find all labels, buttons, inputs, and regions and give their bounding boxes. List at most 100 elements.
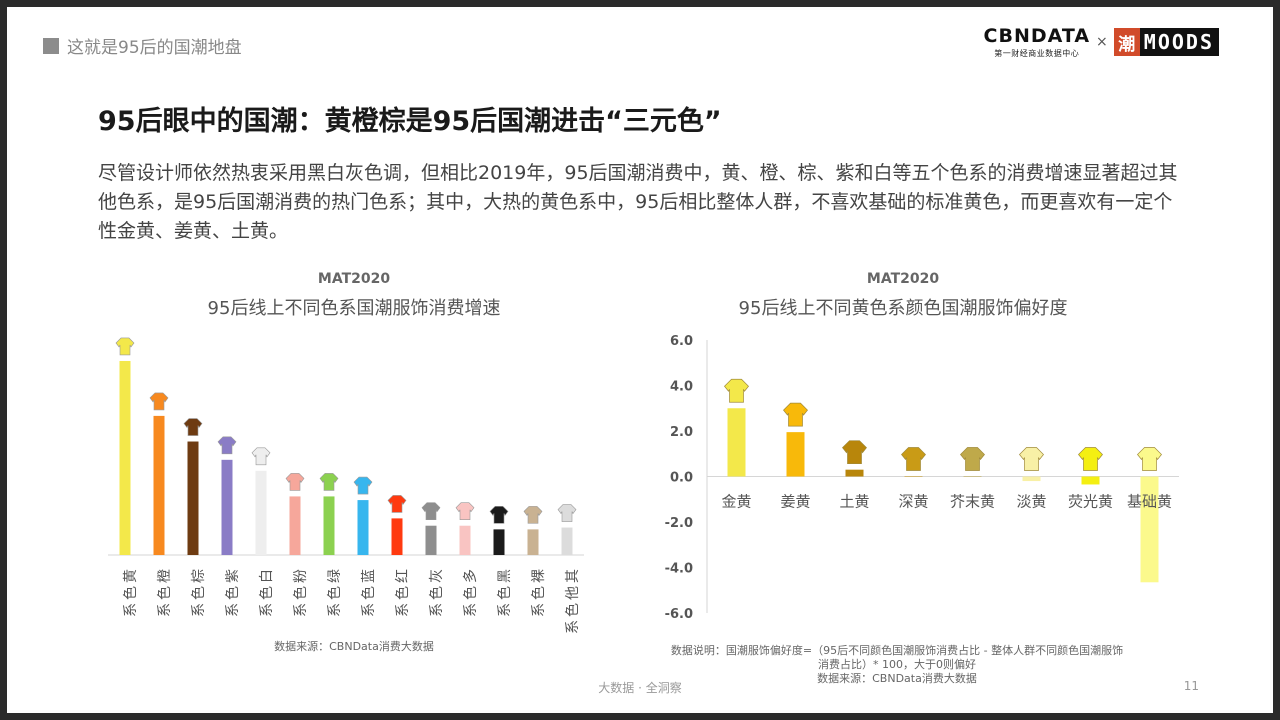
chart1-xtick-8: 红: [395, 569, 411, 583]
chart1-xtick-11: 黑: [497, 569, 513, 583]
chart1-xtick-6: 色: [326, 586, 343, 600]
chart2-title: 95后线上不同黄色系颜色国潮服饰偏好度: [739, 298, 1068, 319]
chart1-xtick-3: 紫: [225, 569, 241, 583]
chart1-bar-3: [221, 459, 233, 555]
tshirt-icon: [421, 502, 441, 521]
tshirt-icon: [901, 447, 926, 471]
tshirt-icon: [319, 473, 339, 491]
chart1-xtick-3: 系: [225, 603, 241, 617]
chart1-bar-1: [153, 415, 165, 555]
chart1-bar-7: [357, 500, 369, 555]
chart1-xtick-7: 蓝: [361, 569, 377, 583]
chart2-xtick-6: 荧光黄: [1068, 493, 1113, 511]
tshirt-icon: [115, 337, 135, 356]
tshirt-icon: [557, 504, 577, 522]
chart2-bar-2: [845, 469, 864, 477]
tshirt-icon: [251, 447, 271, 466]
chart1-xtick-6: 系: [327, 603, 343, 617]
brand-logo: CBNDATA 第一财经商业数据中心 × 潮 MOODS: [984, 25, 1219, 59]
chart2-bar-7: [1140, 476, 1159, 583]
charts-canvas: MAT202095后线上不同色系国潮服饰消费增速黄色系橙色系棕色系紫色系白色系粉…: [108, 271, 1179, 685]
chart1-xtick-5: 粉: [293, 569, 309, 583]
section-square-icon: [43, 37, 59, 54]
chart2-ytick-1: 4.0: [670, 380, 693, 395]
chart1-source: 数据来源：CBNData消费大数据: [274, 639, 434, 653]
tshirt-icon: [842, 440, 867, 465]
chart1-xtick-8: 系: [395, 603, 411, 617]
chart2-xtick-5: 淡黄: [1016, 493, 1046, 511]
chart1-bar-10: [459, 525, 471, 555]
tshirt-icon: [353, 476, 373, 495]
tshirt-icon: [149, 392, 169, 411]
chart1-xtick-12: 裸: [531, 569, 547, 583]
chart2-ytick-2: 2.0: [670, 425, 693, 440]
chart2-xtick-7: 基础黄: [1127, 493, 1172, 511]
chart2-bar-4: [963, 476, 982, 477]
chart1-title: 95后线上不同色系国潮服饰消费增速: [208, 298, 501, 319]
chart1-xtick-5: 系: [293, 603, 309, 617]
tshirt-icon: [1137, 447, 1162, 471]
chart1-xtick-4: 白: [259, 569, 275, 583]
chart2-xtick-3: 深黄: [898, 493, 928, 511]
chart1-xtick-13: 系: [565, 620, 581, 634]
chart1-xtick-10: 色: [462, 586, 479, 600]
footer-tagline: 大数据 · 全洞察: [598, 681, 682, 695]
chart1-xtick-0: 色: [122, 586, 139, 600]
chart2-ytick-4: -2.0: [665, 516, 693, 531]
chart2-bar-1: [786, 432, 805, 477]
chart2-note-line-1: 消费占比）* 100，大于0则偏好: [818, 657, 976, 671]
chart1-xtick-1: 色: [156, 586, 173, 600]
chart1-xtick-2: 棕: [191, 569, 207, 583]
chart1-xtick-1: 橙: [157, 569, 173, 583]
chart1-bar-5: [289, 496, 301, 555]
chart2-note-line-0: 数据说明：国潮服饰偏好度=（95后不同颜色国潮服饰消费占比 - 整体人群不同颜色…: [671, 643, 1123, 657]
chart1-xtick-7: 色: [360, 586, 377, 600]
chart1-xtick-10: 系: [463, 603, 479, 617]
tshirt-icon: [724, 378, 749, 403]
chart1-xtick-13: 他: [565, 586, 581, 600]
tshirt-icon: [1078, 447, 1103, 471]
chart1-xtick-8: 色: [394, 586, 411, 600]
page-number: 11: [1183, 679, 1199, 693]
chart1-xtick-7: 系: [361, 603, 377, 617]
chart2-ytick-6: -6.0: [665, 607, 693, 622]
section-header: 这就是95后的国潮地盘: [43, 33, 242, 58]
chart1-xtick-3: 色: [224, 586, 241, 600]
section-title: 这就是95后的国潮地盘: [67, 38, 242, 58]
chart2-ytick-0: 6.0: [670, 334, 693, 349]
moods-chao-mark: 潮: [1113, 28, 1140, 56]
tshirt-icon: [783, 402, 808, 427]
chart1-xtick-13: 其: [565, 569, 581, 583]
chart2-bar-3: [904, 476, 923, 477]
tshirt-icon: [489, 506, 509, 524]
chart1-xtick-2: 色: [190, 586, 207, 600]
chart1-bar-13: [561, 527, 573, 555]
tshirt-icon: [960, 447, 985, 471]
chart1-xtick-9: 系: [429, 603, 445, 617]
chart1-bar-12: [527, 529, 539, 555]
chart2-xtick-1: 姜黄: [780, 493, 810, 511]
moods-wordmark: MOODS: [1143, 30, 1214, 54]
cbndata-subtitle: 第一财经商业数据中心: [994, 49, 1080, 58]
chart2-xtick-2: 土黄: [839, 493, 869, 511]
tshirt-icon: [455, 502, 475, 521]
chart2-period: MAT2020: [867, 271, 939, 287]
chart2-ytick-3: 0.0: [670, 471, 693, 486]
chart1-bar-2: [187, 441, 199, 555]
tshirt-icon: [217, 436, 237, 455]
chart1-xtick-4: 色: [258, 586, 275, 600]
chart1-bar-11: [493, 529, 505, 555]
tshirt-icon: [523, 506, 543, 524]
chart2-bar-5: [1022, 476, 1041, 482]
page-description: 尽管设计师依然热衷采用黑白灰色调，但相比2019年，95后国潮消费中，黄、橙、棕…: [98, 162, 1178, 242]
chart1-xtick-1: 系: [157, 603, 173, 617]
chart1-xtick-9: 色: [428, 586, 445, 600]
page-title: 95后眼中的国潮：黄橙棕是95后国潮进击“三元色”: [98, 106, 722, 137]
chart1-xtick-11: 色: [496, 586, 513, 600]
slide: 这就是95后的国潮地盘 CBNDATA 第一财经商业数据中心 × 潮 MOODS…: [7, 7, 1273, 713]
chart2-ytick-5: -4.0: [665, 562, 693, 577]
chart1-xtick-0: 系: [123, 603, 139, 617]
chart1-xtick-4: 系: [259, 603, 275, 617]
chart1-bar-6: [323, 496, 335, 555]
chart1-xtick-2: 系: [191, 603, 207, 617]
